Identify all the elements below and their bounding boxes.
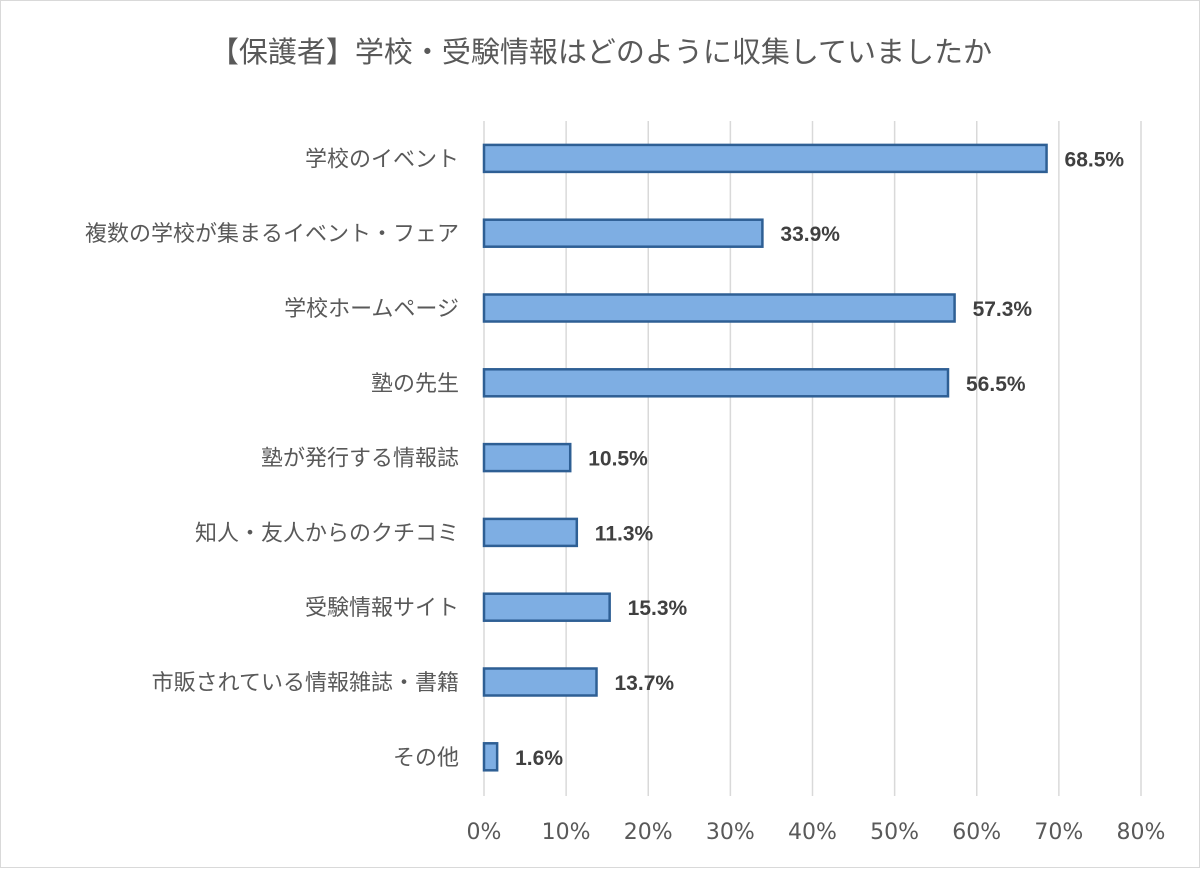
category-label: その他: [393, 746, 459, 771]
bar: [482, 218, 764, 248]
x-tick-label: 20%: [624, 820, 673, 845]
data-label: 57.3%: [973, 298, 1033, 321]
category-label: 学校のイベント: [305, 147, 459, 172]
data-label: 68.5%: [1065, 148, 1125, 171]
x-tick-label: 40%: [788, 820, 837, 845]
data-label: 33.9%: [780, 223, 840, 246]
category-label: 複数の学校が集まるイベント・フェア: [85, 222, 459, 247]
category-label: 知人・友人からのクチコミ: [195, 521, 459, 546]
bar: [482, 517, 579, 548]
bar: [482, 293, 956, 323]
data-label: 11.3%: [595, 522, 654, 545]
bar: [482, 742, 499, 772]
x-tick-label: 50%: [870, 820, 919, 845]
chart-title: 【保護者】学校・受験情報はどのように収集していましたか: [209, 35, 993, 69]
bar: [482, 442, 572, 473]
category-label: 受験情報サイト: [305, 596, 459, 621]
category-label: 塾が発行する情報誌: [261, 447, 459, 472]
x-tick-label: 10%: [542, 820, 591, 845]
data-label: 13.7%: [615, 672, 675, 695]
x-tick-label: 30%: [706, 820, 755, 845]
bar: [482, 667, 598, 697]
bar: [482, 143, 1048, 174]
bar: [482, 592, 611, 622]
data-label: 10.5%: [588, 448, 648, 471]
data-label: 1.6%: [515, 747, 563, 770]
category-label: 塾の先生: [371, 372, 459, 397]
category-label: 学校ホームページ: [284, 297, 459, 322]
data-label: 15.3%: [628, 597, 688, 620]
x-tick-label: 0%: [467, 820, 502, 845]
bar: [482, 368, 950, 398]
data-label: 56.5%: [966, 373, 1026, 396]
x-tick-label: 60%: [952, 820, 1001, 845]
x-tick-label: 80%: [1117, 820, 1166, 845]
x-tick-label: 70%: [1034, 820, 1083, 845]
category-label: 市販されている情報雑誌・書籍: [152, 671, 459, 696]
